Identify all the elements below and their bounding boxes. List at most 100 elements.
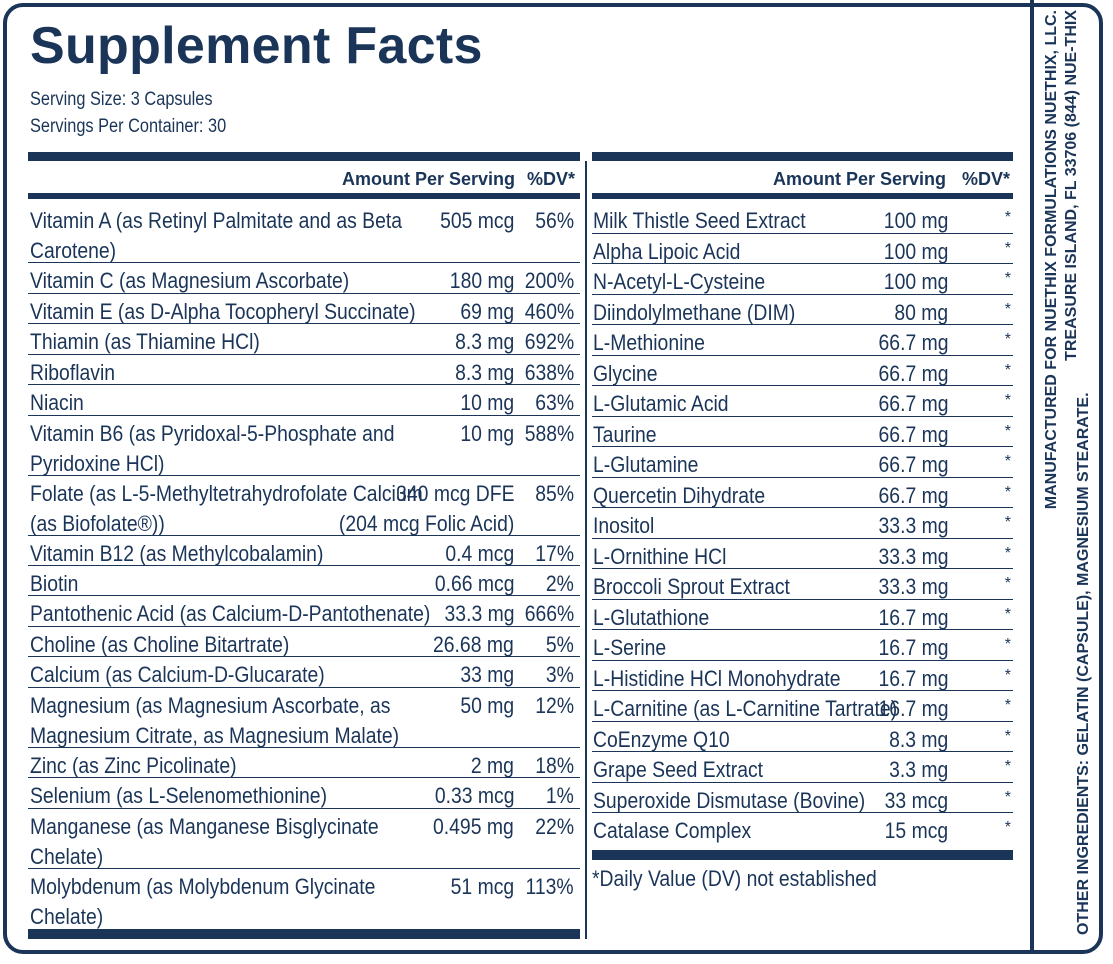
table-row: Catalase Complex 15 mcg * [592,813,1013,844]
nutrient-amount: 33.3 mg [444,601,514,626]
nutrient-amount: 340 mcg DFE [395,481,514,506]
nutrient-name-cont: Carotene) [30,238,117,263]
ingredient-amount: 66.7 mg [878,360,948,386]
ingredient-amount: 100 mg [883,269,948,294]
table-row: Vitamin A (as Retinyl Palmitate and as B… [28,203,580,263]
nutrient-name: Vitamin B6 (as Pyridoxal-5-Phosphate and [30,421,395,446]
ingredient-name: L-Glutamine [593,452,699,477]
ingredient-dv: * [1004,209,1011,226]
nutrient-amount: 50 mg [460,693,514,718]
servings-per-container: Servings Per Container: 30 [30,116,227,137]
table-row: Biotin 0.66 mcg 2% [28,566,580,596]
ingredient-amount: 33.3 mg [878,543,948,569]
nutrient-dv: 692% [524,329,574,354]
nutrient-name-cont: Magnesium Citrate, as Magnesium Malate) [30,723,400,748]
nutrient-name: Zinc (as Zinc Picolinate) [30,753,237,778]
left-top-bar [28,152,580,161]
nutrient-name: Vitamin C (as Magnesium Ascorbate) [30,268,350,293]
table-row: Taurine 66.7 mg * [592,417,1013,447]
nutrient-dv: 3% [546,662,574,687]
right-header-dv: %DV* [962,169,1011,189]
table-row: L-Serine 16.7 mg * [592,630,1013,661]
ingredient-amount: 66.7 mg [878,452,948,477]
nutrient-amount: 51 mcg [450,874,514,899]
nutrient-amount: 0.495 mg [433,814,514,839]
table-row: Vitamin E (as D-Alpha Tocopheryl Succina… [28,294,580,324]
ingredient-dv: * [1004,697,1011,714]
ingredient-amount: 80 mg [894,299,948,325]
ingredient-name: L-Glutamic Acid [593,391,729,416]
nutrient-dv: 1% [546,783,574,808]
table-row: Magnesium (as Magnesium Ascorbate, as Mag… [28,688,580,748]
table-row: Pantothenic Acid (as Calcium-D-Pantothen… [28,596,580,627]
nutrient-dv: 85% [535,481,574,506]
right-header-bar [592,193,1013,199]
manufacturer-line-2: TREASURE ISLAND, FL 33706 (844) NUE-THIX [1063,10,1080,361]
table-row: Vitamin B6 (as Pyridoxal-5-Phosphate and… [28,416,580,476]
ingredient-dv: * [1004,270,1011,287]
column-divider [585,161,587,939]
nutrient-amount-note: (204 mcg Folic Acid) [338,511,514,536]
nutrient-dv: 2% [546,571,574,596]
nutrient-amount: 8.3 mg [454,360,514,385]
nutrient-name: Biotin [30,571,79,596]
table-row: Vitamin B12 (as Methylcobalamin) 0.4 mcg 1… [28,536,580,566]
ingredient-dv: * [1004,788,1011,806]
nutrient-name: Vitamin A (as Retinyl Palmitate and as B… [30,208,402,233]
table-row: Niacin 10 mg 63% [28,385,580,416]
ingredient-name: CoEnzyme Q10 [593,726,730,752]
nutrient-name: Manganese (as Manganese Bisglycinate [30,814,379,839]
nutrient-name: Vitamin E (as D-Alpha Tocopheryl Succina… [30,299,416,324]
ingredient-dv: * [1004,727,1011,745]
table-row: Superoxide Dismutase (Bovine) 33 mcg * [592,783,1013,813]
ingredient-dv: * [1004,239,1011,257]
ingredient-name: Broccoli Sprout Extract [593,574,790,599]
nutrient-name: Folate (as L-5-Methyltetrahydrofolate Ca… [30,481,423,506]
nutrient-dv: 18% [535,753,574,778]
ingredient-dv: * [1004,636,1011,653]
ingredient-name: Glycine [593,360,658,386]
nutrient-dv: 22% [535,814,574,839]
ingredient-name: L-Ornithine HCl [593,543,727,569]
left-header-bar [28,193,580,199]
nutrient-amount: 0.4 mcg [445,541,514,566]
ingredient-name: Inositol [593,513,655,538]
manufacturer-line-1: MANUFACTURED FOR NUETHIX FORMULATIONS NU… [1043,10,1060,510]
footnote: *Daily Value (DV) not established [592,866,877,891]
nutrient-name: Magnesium (as Magnesium Ascorbate, as [30,693,391,718]
ingredient-dv: * [1004,666,1011,684]
ingredient-amount: 16.7 mg [878,604,948,630]
ingredient-dv: * [1004,392,1011,409]
nutrient-dv: 56% [535,208,574,233]
ingredient-dv: * [1004,819,1011,836]
ingredient-amount: 16.7 mg [878,665,948,691]
ingredient-name: N-Acetyl-L-Cysteine [593,269,766,294]
ingredient-name: L-Glutathione [593,604,710,630]
table-row: Broccoli Sprout Extract 33.3 mg * [592,569,1013,600]
ingredient-amount: 3.3 mg [888,757,948,782]
ingredient-amount: 66.7 mg [878,421,948,447]
table-row: L-Methionine 66.7 mg * [592,325,1013,356]
left-bottom-bar [28,929,580,939]
left-header-dv: %DV* [527,169,576,189]
table-row: Vitamin C (as Magnesium Ascorbate) 180 mg… [28,263,580,294]
side-divider [1030,0,1034,951]
ingredient-dv: * [1004,483,1011,501]
nutrient-amount: 0.33 mcg [434,783,514,808]
right-top-bar [592,152,1013,161]
table-row: Quercetin Dihydrate 66.7 mg * [592,478,1013,508]
nutrient-amount: 0.66 mcg [434,571,514,596]
nutrient-amount: 505 mcg [439,208,514,233]
nutrient-name: Niacin [30,390,84,415]
ingredient-amount: 66.7 mg [878,482,948,508]
ingredient-name: Quercetin Dihydrate [593,482,766,508]
ingredient-name: Alpha Lipoic Acid [593,238,741,264]
ingredient-dv: * [1004,514,1011,531]
nutrient-name: Choline (as Choline Bitartrate) [30,632,290,657]
ingredient-amount: 100 mg [883,238,948,264]
left-header-amount: Amount Per Serving [342,169,516,189]
nutrient-name: Molybdenum (as Molybdenum Glycinate [30,874,376,899]
ingredient-amount: 16.7 mg [878,635,948,660]
table-row: Milk Thistle Seed Extract 100 mg * [592,203,1013,234]
table-row: Calcium (as Calcium-D-Glucarate) 33 mg 3% [28,657,580,688]
